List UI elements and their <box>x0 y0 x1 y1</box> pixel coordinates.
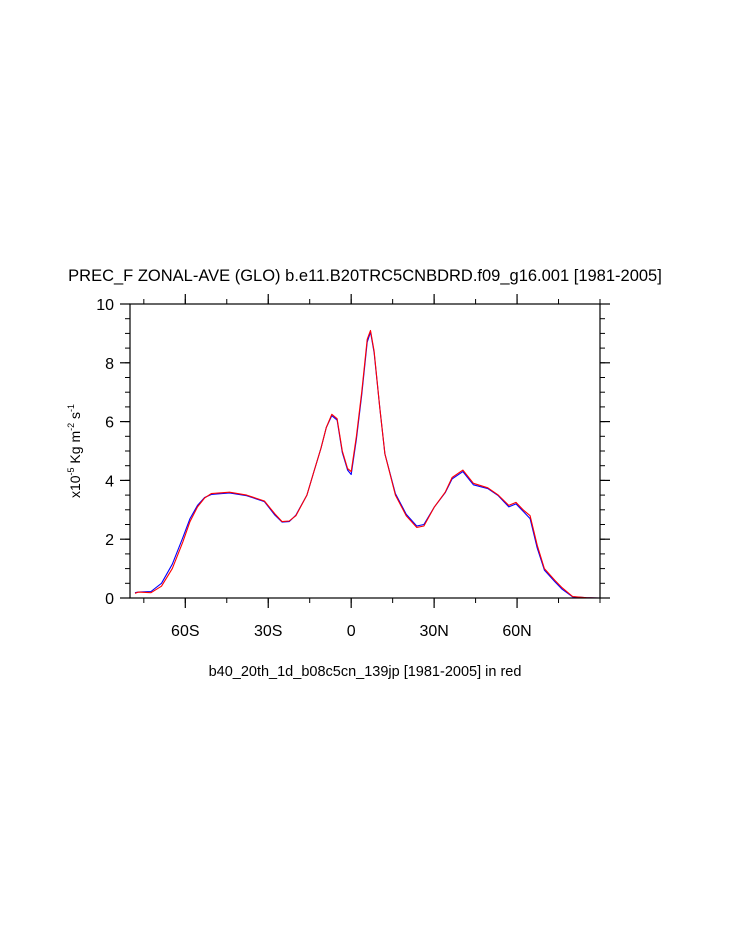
x-tick-label: 30S <box>254 623 282 640</box>
y-tick-label: 6 <box>105 415 114 432</box>
series-line-blue <box>134 331 600 599</box>
y-tick-label: 4 <box>105 473 114 490</box>
ylabel-part: x10 <box>67 475 83 498</box>
x-tick-label: 30N <box>419 623 448 640</box>
series-line-red <box>134 329 600 599</box>
y-axis-label: x10-5 Kg m-2 s-1 <box>66 404 83 498</box>
x-tick-label: 60N <box>502 623 531 640</box>
y-tick-label: 0 <box>105 591 114 608</box>
plot-frame <box>129 303 601 599</box>
y-tick-label: 8 <box>105 356 114 373</box>
x-tick-label: 0 <box>347 623 356 640</box>
ylabel-exponent: -2 <box>66 423 76 431</box>
x-tick-label: 60S <box>171 623 199 640</box>
chart-title: PREC_F ZONAL-AVE (GLO) b.e11.B20TRC5CNBD… <box>68 267 662 285</box>
axes: 60S 30S 0 30N 60N 0 2 4 6 8 10 <box>96 294 610 640</box>
ylabel-part: s <box>67 412 83 423</box>
y-tick-label: 10 <box>96 297 114 314</box>
y-tick-label: 2 <box>105 532 114 549</box>
ylabel-exponent: -5 <box>66 467 76 475</box>
series-lines <box>134 329 600 599</box>
ylabel-exponent: -1 <box>66 404 76 412</box>
ylabel-part: Kg m <box>67 431 83 468</box>
x-axis-label: b40_20th_1d_b08c5cn_139jp [1981-2005] in… <box>209 664 522 680</box>
